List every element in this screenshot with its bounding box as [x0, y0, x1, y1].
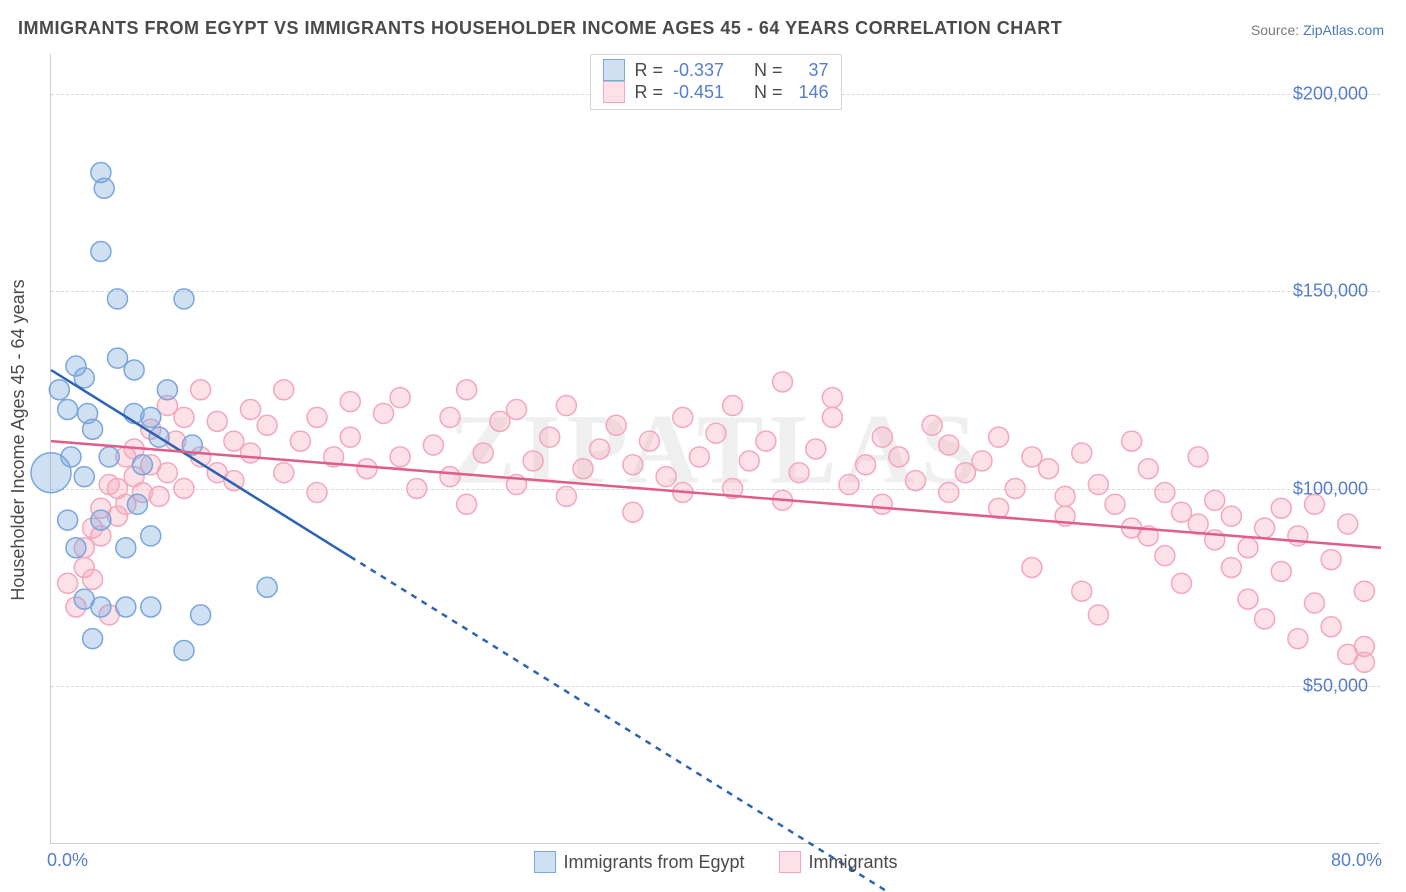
legend-r-label: R = [634, 60, 663, 81]
legend-n-immigrants: 146 [793, 82, 829, 103]
legend-label-egypt: Immigrants from Egypt [563, 852, 744, 873]
y-tick-label: $100,000 [1293, 478, 1368, 499]
legend-row-immigrants: R = -0.451 N = 146 [602, 81, 828, 103]
legend-n-egypt: 37 [793, 60, 829, 81]
swatch-egypt-b [533, 851, 555, 873]
legend-bottom: Immigrants from Egypt Immigrants [533, 851, 897, 873]
y-tick-label: $50,000 [1303, 676, 1368, 697]
plot-area: ZIPATLAS R = -0.337 N = 37 R = -0.451 N … [50, 54, 1380, 844]
y-tick-label: $200,000 [1293, 83, 1368, 104]
legend-label-immigrants: Immigrants [809, 852, 898, 873]
swatch-immigrants-b [779, 851, 801, 873]
legend-r-label-2: R = [634, 82, 663, 103]
swatch-egypt [602, 59, 624, 81]
source-prefix: Source: [1251, 22, 1303, 38]
swatch-immigrants [602, 81, 624, 103]
y-tick-label: $150,000 [1293, 281, 1368, 302]
legend-r-egypt: -0.337 [673, 60, 724, 81]
chart-title: IMMIGRANTS FROM EGYPT VS IMMIGRANTS HOUS… [18, 18, 1062, 39]
scatter-svg [51, 54, 1380, 843]
y-axis-title: Householder Income Ages 45 - 64 years [8, 279, 29, 600]
legend-row-egypt: R = -0.337 N = 37 [602, 59, 828, 81]
legend-top: R = -0.337 N = 37 R = -0.451 N = 146 [589, 54, 841, 110]
legend-n-label: N = [754, 60, 783, 81]
legend-item-egypt: Immigrants from Egypt [533, 851, 744, 873]
legend-r-immigrants: -0.451 [673, 82, 724, 103]
legend-item-immigrants: Immigrants [779, 851, 898, 873]
source-link[interactable]: ZipAtlas.com [1303, 22, 1384, 38]
source-label: Source: ZipAtlas.com [1251, 22, 1384, 38]
x-tick-label: 80.0% [1331, 850, 1382, 871]
x-tick-label: 0.0% [47, 850, 88, 871]
legend-n-label-2: N = [754, 82, 783, 103]
